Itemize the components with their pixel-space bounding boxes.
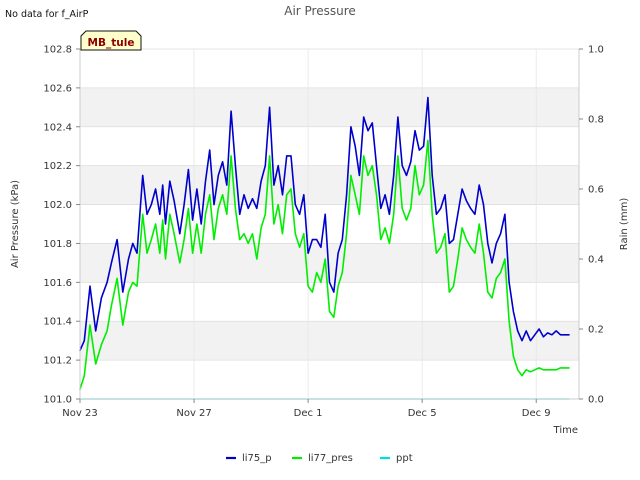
x-tick-label: Dec 1: [294, 408, 323, 419]
y2-tick-label: 1.0: [588, 45, 604, 56]
legend: li75_p li77_pres ppt: [226, 453, 413, 464]
y-axis-label: Air Pressure (kPa): [10, 180, 21, 268]
x-axis-label: Time: [553, 425, 578, 436]
y-axis-ticks: 101.0 101.2 101.4 101.6 101.8 102.0 102.2 102.4…: [43, 45, 80, 406]
y2-tick-label: 0.0: [588, 395, 604, 406]
y-tick-label: 101.6: [43, 278, 72, 289]
y-tick-label: 102.0: [43, 200, 72, 211]
x-tick-label: Nov 23: [62, 408, 97, 419]
station-badge-box: [80, 30, 142, 51]
x-tick-label: Dec 5: [408, 408, 437, 419]
x-tick-label: Dec 9: [522, 408, 551, 419]
series-line-li75-p: [79, 96, 570, 352]
y2-tick-label: 0.6: [588, 185, 604, 196]
y-tick-label: 102.8: [43, 45, 72, 56]
y-tick-label: 101.8: [43, 239, 72, 250]
x-axis-ticks: Nov 23 Nov 27 Dec 1 Dec 5 Dec 9: [62, 399, 551, 419]
y2-axis-ticks: 0.0 0.2 0.4 0.6 0.8 1.0: [579, 45, 604, 406]
y-tick-label: 101.0: [43, 395, 72, 406]
station-badge: MB_tule: [80, 30, 142, 51]
y2-tick-label: 0.4: [588, 255, 604, 266]
station-badge-label: MB_tule: [88, 37, 135, 49]
no-data-note: No data for f_AirP: [5, 9, 89, 20]
y-tick-label: 102.4: [43, 122, 72, 133]
y2-tick-label: 0.8: [588, 115, 604, 126]
x-tick-label: Nov 27: [176, 408, 211, 419]
y2-axis-label: Rain (mm): [619, 198, 630, 251]
y-tick-label: 102.2: [43, 161, 72, 172]
chart-title: Air Pressure: [284, 4, 356, 18]
legend-label-li75-p: li75_p: [242, 453, 272, 464]
plot-stripe: [80, 321, 579, 361]
legend-label-ppt: ppt: [396, 453, 413, 464]
y-tick-label: 102.6: [43, 83, 72, 94]
plot-stripe: [80, 165, 579, 205]
y2-tick-label: 0.2: [588, 325, 604, 336]
legend-label-li77-pres: li77_pres: [308, 453, 353, 464]
series-line-li77-pres: [79, 139, 570, 391]
plot-stripe: [80, 87, 579, 127]
y-tick-label: 101.4: [43, 317, 72, 328]
y-tick-label: 101.2: [43, 356, 72, 367]
